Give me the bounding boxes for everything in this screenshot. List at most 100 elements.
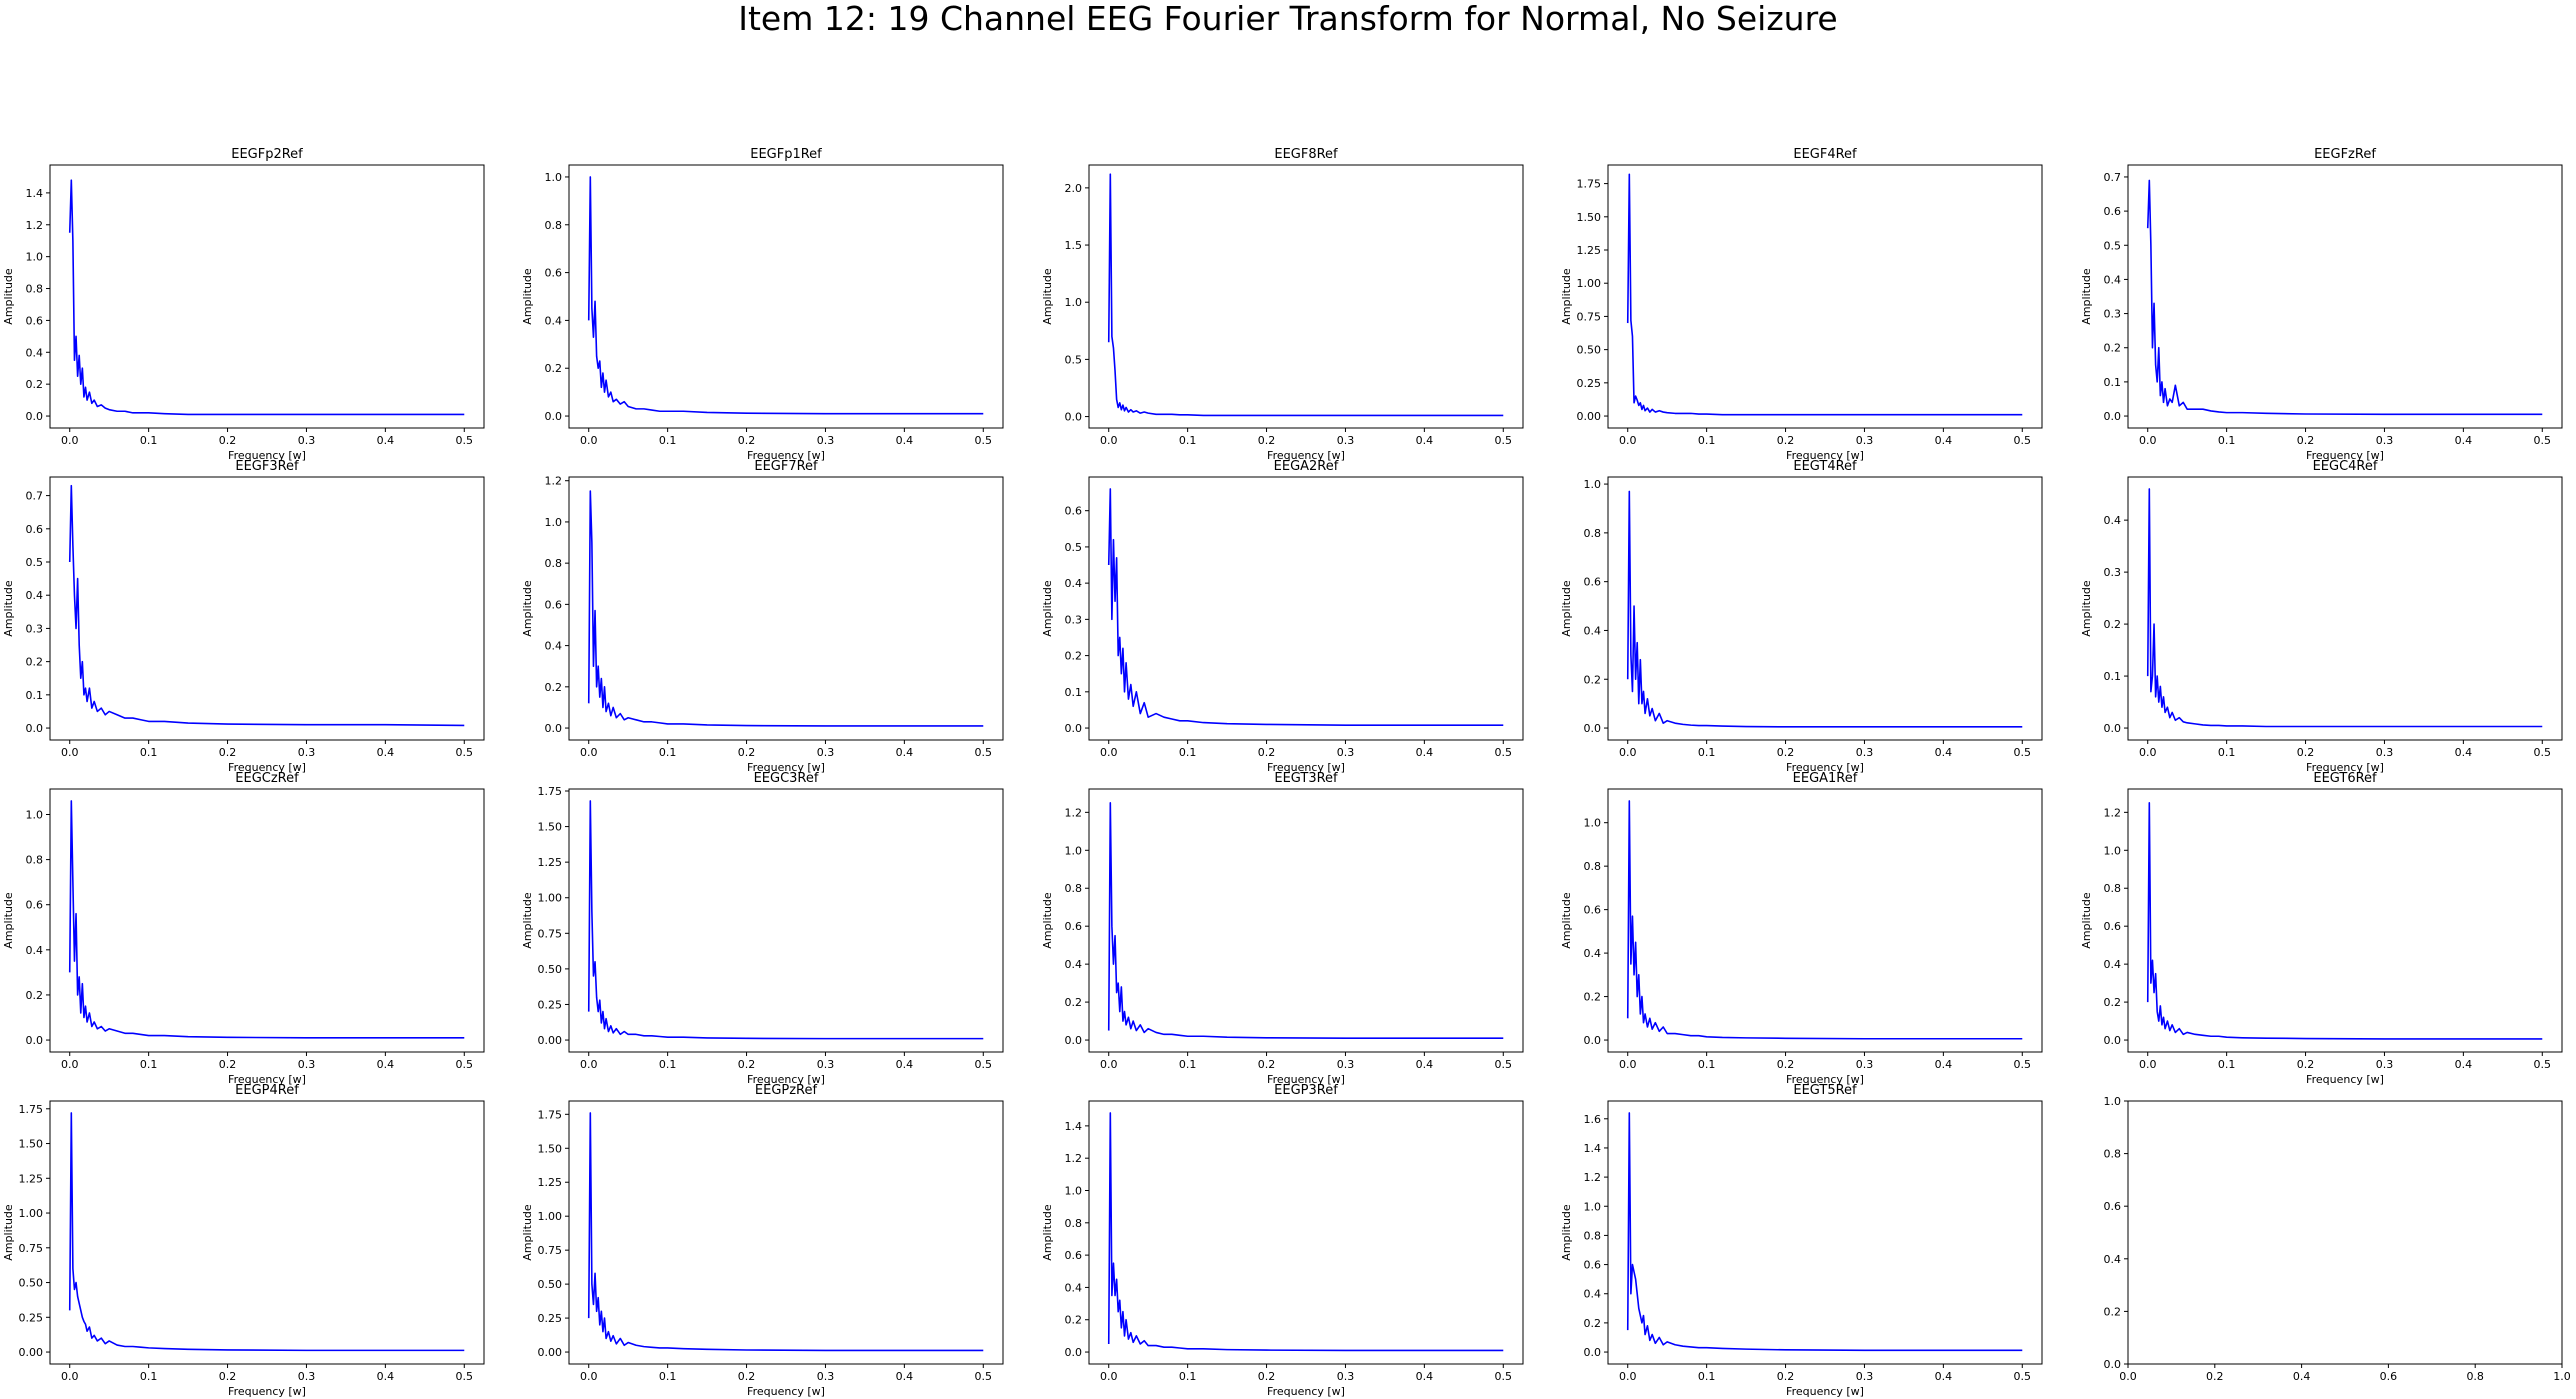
subplot-title: EEGP4Ref [235,1083,299,1098]
y-tick-label: 0.2 [1584,991,1602,1004]
x-tick-label: 0.2 [738,1058,756,1071]
y-tick-label: 1.00 [19,1207,44,1220]
y-tick-label: 0.2 [1584,673,1602,686]
x-tick-label: 0.1 [1179,434,1197,447]
y-tick-label: 1.4 [1584,1142,1602,1155]
y-tick-label: 0.2 [2104,618,2122,631]
x-axis-label: Frequency [w] [1786,761,1864,774]
series-line [1107,173,1504,417]
y-tick-label: 0.00 [19,1346,44,1359]
x-tick-label: 0.0 [1619,746,1637,759]
y-tick-label: 1.2 [1065,1152,1083,1165]
y-axis-label: Amplitude [2,580,15,637]
y-axis-label: Amplitude [1041,268,1054,325]
y-tick-label: 0.2 [26,656,44,669]
y-tick-label: 0.1 [2104,670,2122,683]
y-tick-label: 0.25 [1577,377,1602,390]
y-tick-label: 0.3 [1065,613,1083,626]
x-tick-label: 0.5 [1495,434,1513,447]
x-tick-label: 0.3 [1337,434,1355,447]
series-line [68,179,465,416]
x-tick-label: 0.2 [1777,746,1795,759]
y-tick-label: 0.0 [26,410,44,423]
y-tick-label: 0.8 [2104,882,2122,895]
subplot-eegt5ref: EEGT5Ref 0.0 0.1 0.2 0.3 0.4 0.5 0.0 0.2 0.4 0.6 0.… [1560,1083,2043,1398]
y-tick-label: 0.2 [1065,650,1083,663]
subplot-title: EEGC3Ref [754,771,819,786]
y-tick-label: 0.4 [26,589,44,602]
subplot-title: EEGT4Ref [1793,459,1857,474]
y-tick-label: 2.0 [1065,182,1083,195]
x-tick-label: 0.3 [298,1058,316,1071]
y-tick-label: 0.4 [1584,1288,1602,1301]
axes-frame [1607,164,2043,429]
x-tick-label: 0.1 [659,746,677,759]
subplot-eegpzref: EEGPzRef 0.0 0.1 0.2 0.3 0.4 0.5 0.00 0.25 0.50 0.… [521,1083,1004,1398]
y-tick-label: 1.75 [1577,178,1602,191]
y-tick-label: 1.0 [1065,296,1083,309]
y-tick-label: 0.5 [1065,541,1083,554]
y-tick-label: 0.50 [1577,344,1602,357]
x-tick-label: 0.5 [975,1370,993,1383]
x-tick-label: 0.1 [140,434,158,447]
x-axis-label: Frequency [w] [1786,1073,1864,1086]
y-tick-label: 0.2 [1065,996,1083,1009]
y-tick-label: 0.3 [2104,566,2122,579]
x-tick-label: 0.3 [298,746,316,759]
series-line [1107,802,1504,1039]
x-tick-label: 0.1 [140,746,158,759]
y-tick-label: 0.6 [1065,1249,1083,1262]
x-tick-label: 0.3 [1856,434,1874,447]
axes-frame [49,164,485,429]
y-tick-label: 1.2 [1584,1171,1602,1184]
y-tick-label: 0.2 [2104,1305,2122,1318]
y-tick-label: 0.75 [1577,310,1602,323]
x-tick-label: 0.4 [2455,434,2473,447]
x-tick-label: 0.4 [2455,1058,2473,1071]
subplot-title: EEGT6Ref [2313,771,2377,786]
x-tick-label: 0.4 [1935,746,1953,759]
series-line [587,176,984,415]
y-tick-label: 0.8 [2104,1148,2122,1161]
y-tick-label: 1.75 [538,785,563,798]
y-tick-label: 1.00 [538,892,563,905]
y-axis-label: Amplitude [1560,892,1573,949]
y-tick-label: 0.8 [545,557,563,570]
subplot-eegfp2ref: EEGFp2Ref 0.0 0.1 0.2 0.3 0.4 0.5 0.0 0.2 0.4 0.6 0… [2,147,485,462]
y-axis-label: Amplitude [521,268,534,325]
series-line [2146,802,2543,1040]
x-tick-label: 0.0 [61,1058,79,1071]
x-tick-label: 0.2 [2297,434,2315,447]
x-tick-label: 0.1 [2218,1058,2236,1071]
y-tick-label: 0.5 [26,556,44,569]
axes-frame [2127,476,2563,741]
y-tick-label: 1.2 [1065,806,1083,819]
x-tick-label: 0.1 [1179,1370,1197,1383]
x-tick-label: 0.1 [2218,434,2236,447]
x-tick-label: 0.5 [975,746,993,759]
y-tick-label: 0.8 [1065,882,1083,895]
x-tick-label: 0.1 [1179,1058,1197,1071]
axes-frame [2127,164,2563,429]
series-line [1626,1112,2023,1352]
x-tick-label: 0.3 [2376,1058,2394,1071]
x-tick-label: 0.0 [61,1370,79,1383]
y-tick-label: 1.75 [538,1108,563,1121]
x-tick-label: 0.0 [1619,434,1637,447]
axes-frame [568,476,1004,741]
y-tick-label: 1.0 [26,808,44,821]
x-tick-label: 0.4 [896,1370,914,1383]
x-tick-label: 0.5 [2014,434,2032,447]
subplot-title: EEGF4Ref [1793,147,1857,162]
axes-frame [568,164,1004,429]
x-tick-label: 0.4 [1416,434,1434,447]
series-line [68,484,465,727]
subplot-eega1ref: EEGA1Ref 0.0 0.1 0.2 0.3 0.4 0.5 0.0 0.2 0.4 0.6 0.… [1560,771,2043,1086]
y-tick-label: 1.2 [2104,806,2122,819]
x-axis-label: Frequency [w] [1786,1385,1864,1398]
subplot-eegf7ref: EEGF7Ref 0.0 0.1 0.2 0.3 0.4 0.5 0.0 0.2 0.4 0.6 0.… [521,459,1004,774]
x-tick-label: 0.0 [1619,1370,1637,1383]
x-tick-label: 0.4 [1935,1370,1953,1383]
y-tick-label: 1.0 [1065,1184,1083,1197]
y-tick-label: 0.4 [1065,577,1083,590]
